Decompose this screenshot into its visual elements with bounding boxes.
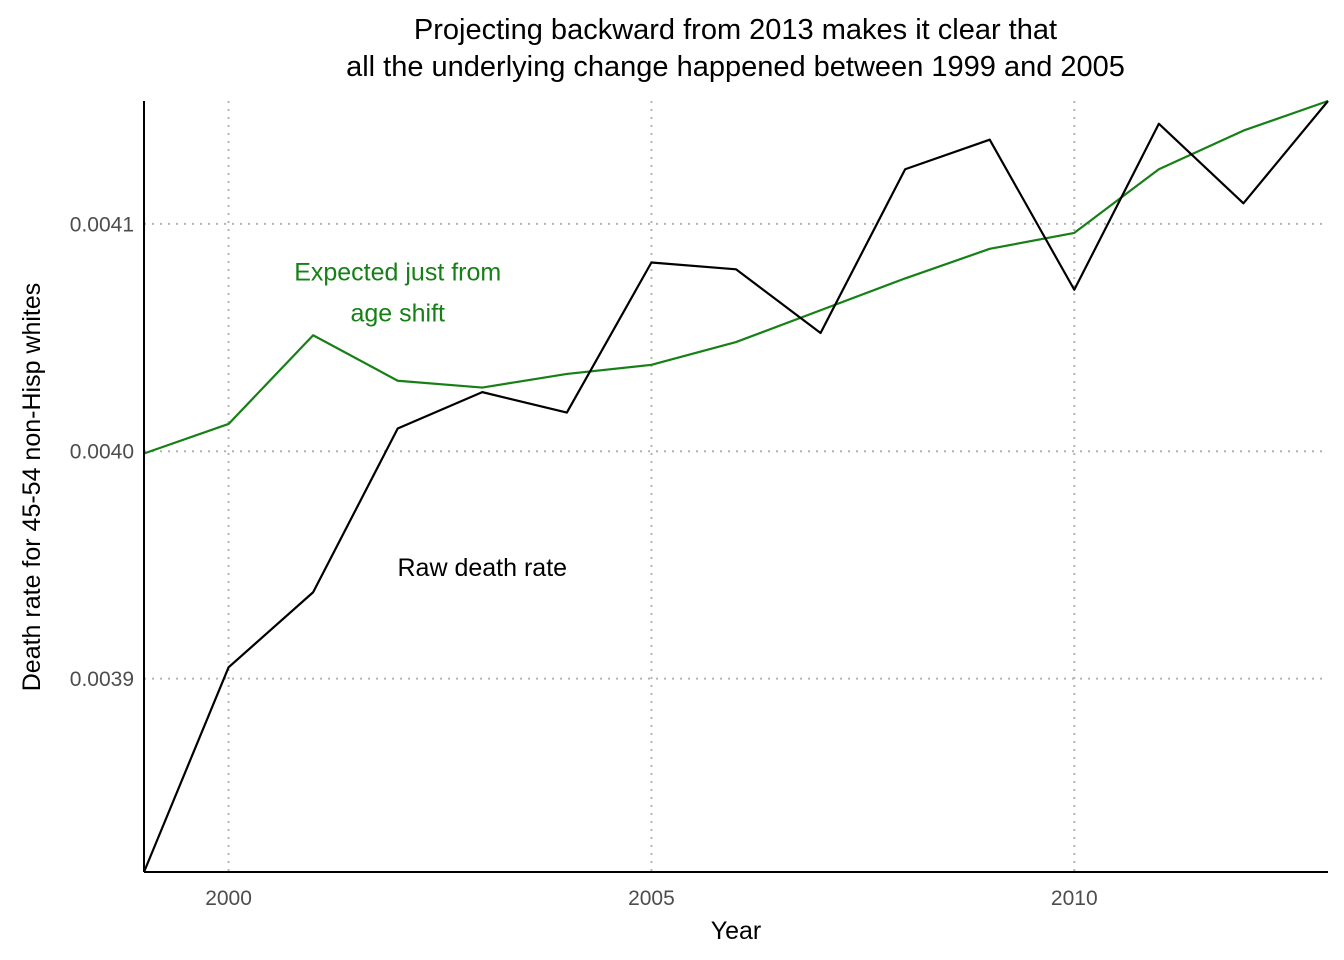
y-tick-label: 0.0040 bbox=[70, 441, 134, 464]
x-tick-label: 2000 bbox=[205, 887, 252, 910]
annotation-line: Expected just from bbox=[294, 259, 501, 287]
raw-death-rate-line bbox=[142, 100, 1329, 873]
chart-title-line-1: Projecting backward from 2013 makes it c… bbox=[413, 14, 1058, 46]
series-lines bbox=[142, 99, 1329, 873]
x-tick-label: 2010 bbox=[1051, 887, 1098, 910]
x-tick-label: 2005 bbox=[628, 887, 675, 910]
expected-annotation: Expected just from age shift bbox=[294, 259, 501, 328]
annotations: Expected just from age shift Raw death rat… bbox=[294, 259, 567, 583]
y-tick-label: 0.0039 bbox=[70, 668, 134, 691]
grid-lines bbox=[144, 101, 1328, 872]
annotation-line: Raw death rate bbox=[398, 554, 568, 582]
y-axis-label: Death rate for 45-54 non-Hisp whites bbox=[18, 283, 46, 692]
y-tick-label: 0.0041 bbox=[70, 213, 134, 236]
chart-title: Projecting backward from 2013 makes it c… bbox=[143, 12, 1328, 86]
chart-title-line-2: all the underlying change happened betwe… bbox=[346, 51, 1125, 83]
x-axis-label: Year bbox=[711, 917, 762, 945]
expected-age-shift-line bbox=[143, 99, 1329, 455]
axes bbox=[143, 101, 1328, 873]
tick-labels: 2000 2005 2010 0.0039 0.0040 0.0041 bbox=[70, 213, 1098, 910]
raw-annotation: Raw death rate bbox=[398, 554, 568, 582]
annotation-line: age shift bbox=[350, 300, 445, 328]
